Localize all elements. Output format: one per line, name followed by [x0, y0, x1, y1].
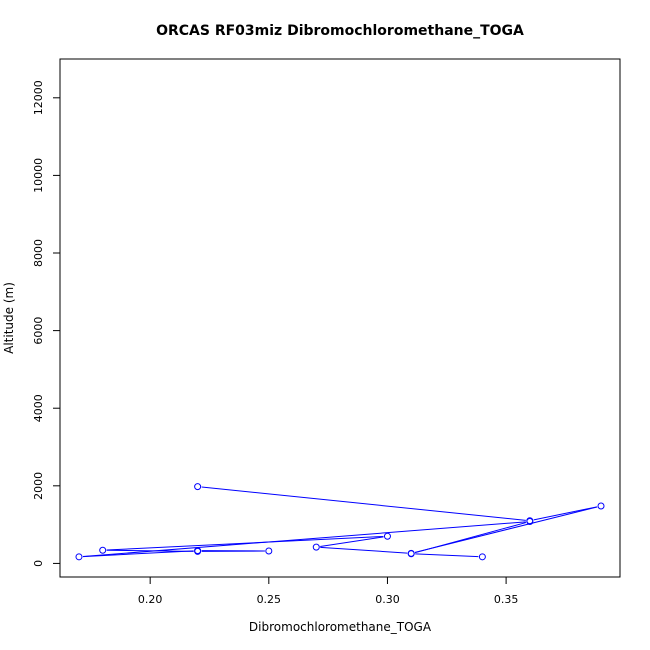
- data-point: [312, 543, 320, 551]
- series-segment: [320, 546, 408, 554]
- x-axis: 0.20 0.25 0.30 0.35: [138, 576, 519, 606]
- data-point: [383, 532, 391, 540]
- y-tick-label: 2000: [32, 472, 45, 500]
- series-segment: [82, 550, 194, 558]
- y-tick-label: 10000: [32, 158, 45, 193]
- series-segment: [414, 522, 527, 554]
- y-tick-label: 6000: [32, 317, 45, 345]
- y-tick-label: 0: [32, 560, 45, 567]
- series-points: [75, 483, 605, 561]
- data-point: [194, 547, 202, 555]
- series-segment: [415, 553, 479, 558]
- data-point: [75, 553, 83, 561]
- data-point: [265, 547, 273, 555]
- y-tick-label: 8000: [32, 239, 45, 267]
- x-axis-label: Dibromochloromethane_TOGA: [249, 620, 432, 634]
- plot-frame: [59, 58, 621, 578]
- y-tick-label: 4000: [32, 394, 45, 422]
- data-point: [407, 550, 415, 558]
- data-point: [478, 553, 486, 561]
- x-tick-label: 0.25: [257, 593, 282, 606]
- series-segment: [201, 486, 526, 521]
- data-point: [194, 483, 202, 491]
- series-segment: [106, 535, 384, 551]
- x-tick-label: 0.20: [138, 593, 163, 606]
- series-segment: [82, 521, 526, 558]
- series-segment: [533, 506, 598, 521]
- series-segment: [320, 536, 384, 548]
- data-point: [526, 518, 534, 526]
- x-tick-label: 0.30: [375, 593, 400, 606]
- y-tick-label: 12000: [32, 80, 45, 115]
- chart-title: ORCAS RF03miz Dibromochloromethane_TOGA: [156, 23, 524, 39]
- data-point: [99, 546, 107, 554]
- data-point: [597, 502, 605, 510]
- x-tick-label: 0.35: [494, 593, 519, 606]
- y-axis: 0 2000 4000 6000 8000 10000 12000: [32, 80, 61, 567]
- series-lines: [82, 486, 598, 558]
- y-axis-label: Altitude (m): [2, 282, 16, 354]
